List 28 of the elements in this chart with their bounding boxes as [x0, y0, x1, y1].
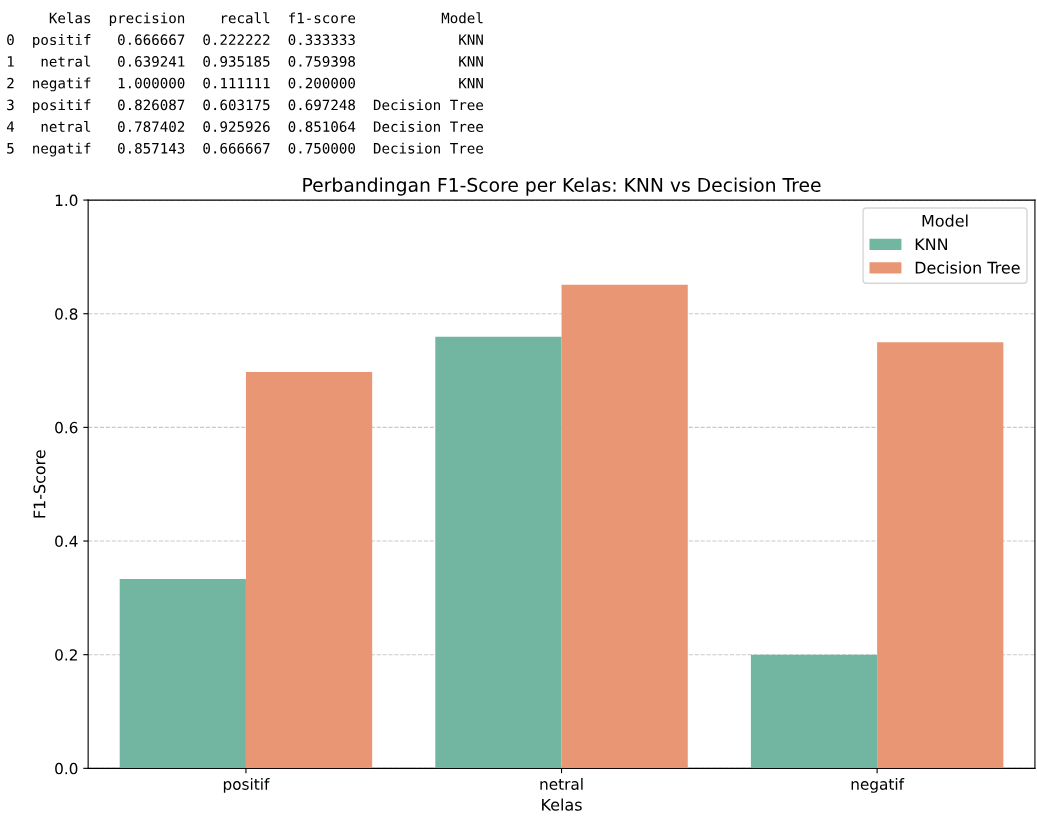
y-tick-label: 0.2: [55, 649, 77, 661]
chart-title: Perbandingan F1-Score per Kelas: KNN vs Decision Tree: [303, 177, 821, 196]
x-tick-label: positif: [223, 778, 270, 793]
y-tick-label: 0.8: [55, 308, 78, 320]
text: 2 negatif 1.000000 0.111111 0.200000 KNN: [7, 77, 483, 92]
x-axis-title: Kelas: [542, 798, 582, 811]
bar: [877, 342, 1004, 769]
bar: [435, 336, 562, 769]
bar: [561, 284, 688, 769]
x-tick-label: netral: [540, 778, 583, 790]
text: 5 negatif 0.857143 0.666667 0.750000 Decision Tree: [7, 142, 484, 157]
text: 3 positif 0.826087 0.603175 0.697248 Decision Tree: [7, 99, 484, 114]
bar: [245, 372, 373, 769]
legend-title: Model: [922, 214, 968, 227]
y-tick-label: 0.4: [55, 535, 78, 548]
bar: [750, 654, 878, 769]
y-axis-title: F1-Score: [33, 450, 46, 518]
bar: [119, 578, 246, 769]
y-tick-label: 1.0: [55, 194, 78, 207]
x-tick-label: negatif: [851, 778, 905, 793]
text: 0 positif 0.666667 0.222222 0.333333 KNN: [7, 34, 483, 48]
legend-label: KNN: [915, 238, 948, 251]
y-tick-label: 0.0: [55, 762, 78, 775]
legend-label: Decision Tree: [915, 261, 1020, 274]
text: Kelas precision recall f1-score Model: [49, 12, 483, 27]
text: 1 netral 0.639241 0.935185 0.759398 KNN: [7, 55, 483, 67]
text: 4 netral 0.787402 0.925926 0.851064 Decision Tree: [6, 120, 484, 132]
y-tick-label: 0.6: [55, 421, 78, 434]
